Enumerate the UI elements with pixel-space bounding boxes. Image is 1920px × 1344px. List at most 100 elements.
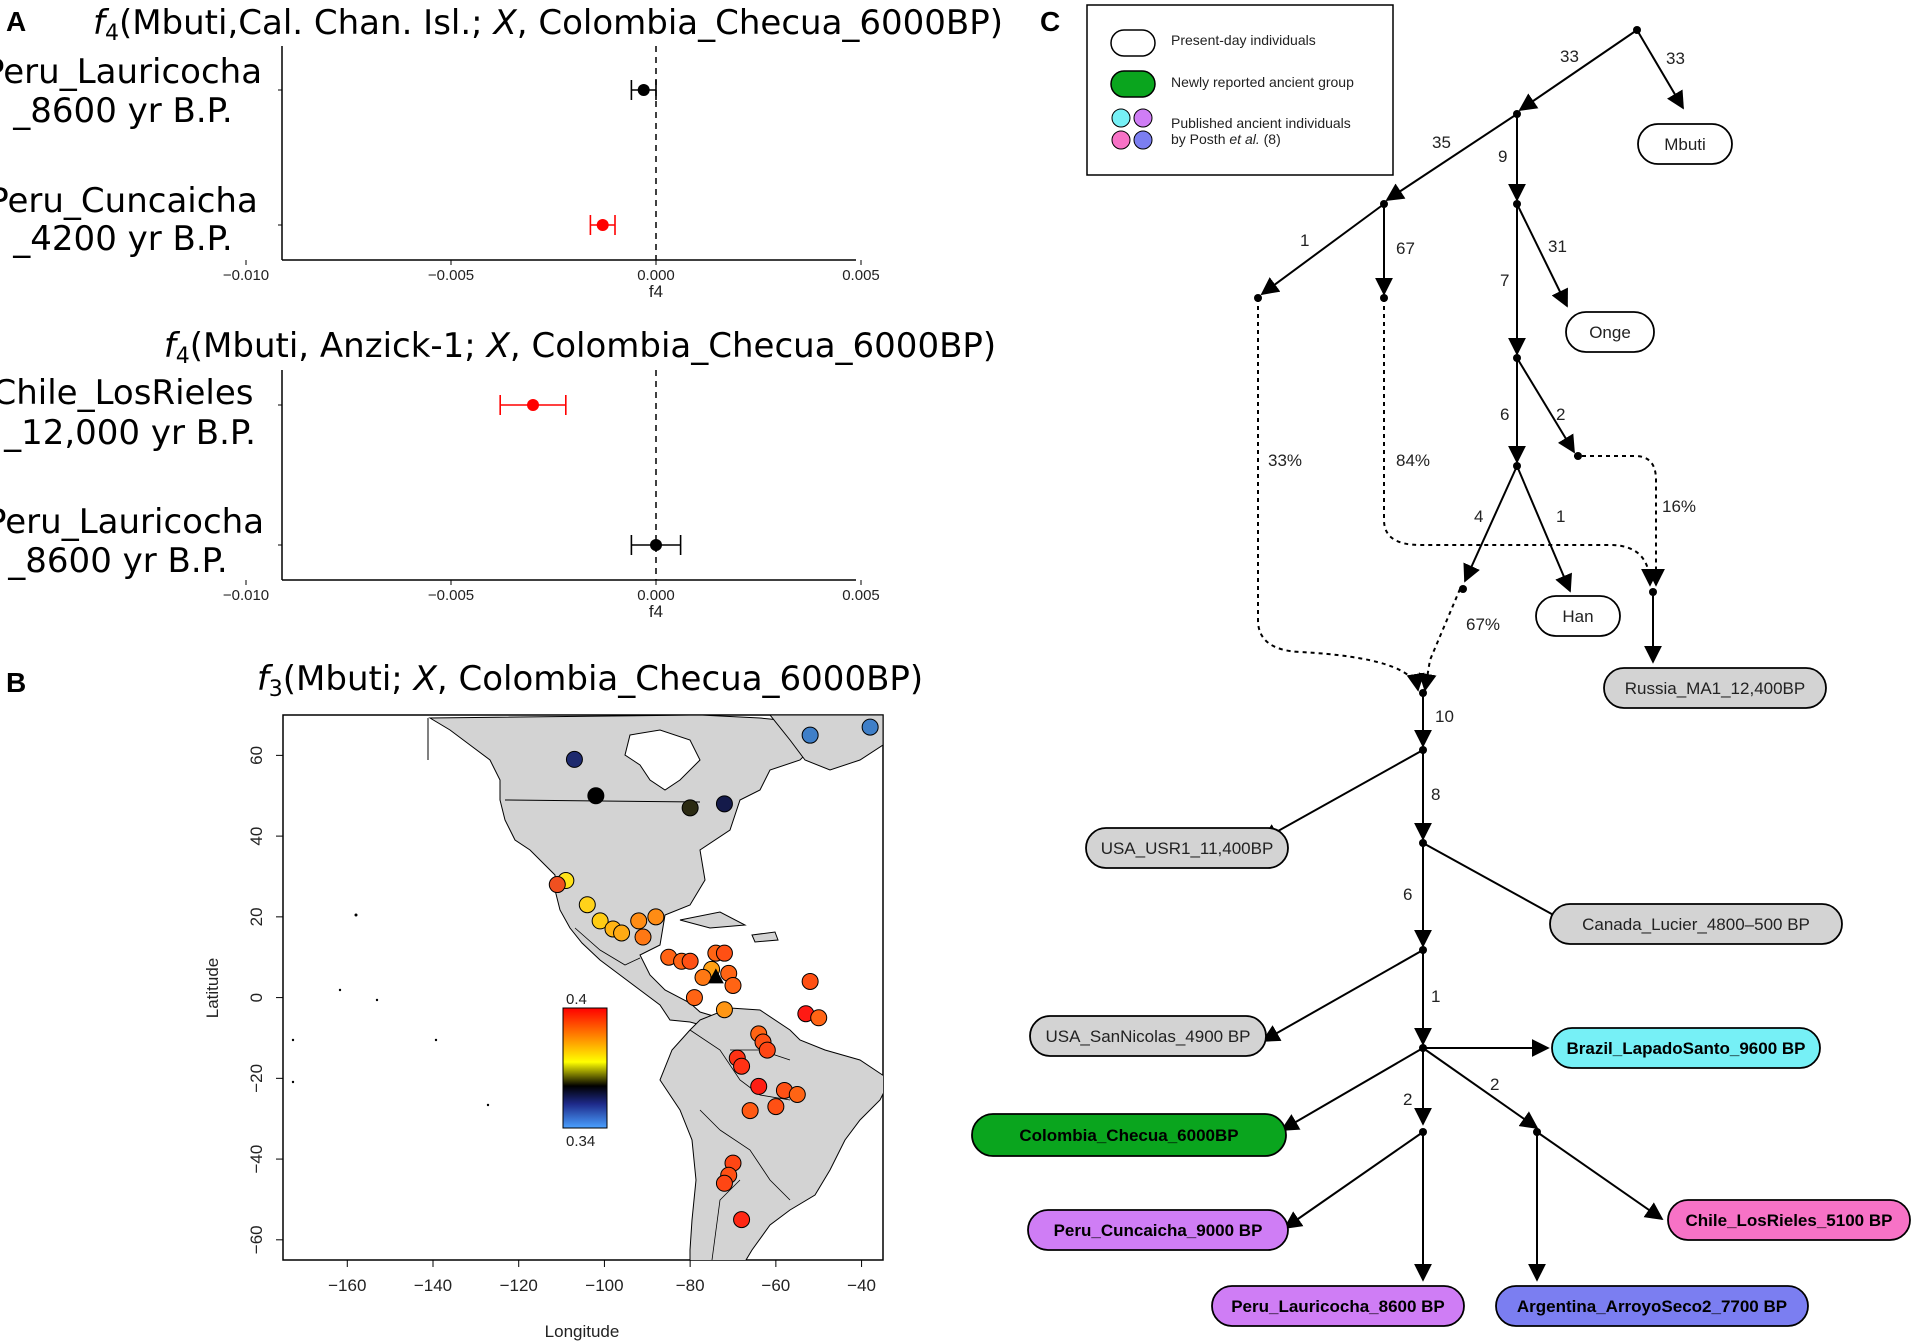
map-sample-point-41 [715,1174,733,1192]
map-sample-point-12 [630,912,648,930]
graph-node-lapado: Brazil_LapadoSanto_9600 BP [1551,1027,1821,1069]
map-sample-point-19 [715,944,733,962]
svg-text:1: 1 [1556,507,1565,526]
map-ytick-label-6: −60 [247,1225,266,1254]
map-sample-point-36 [788,1085,806,1103]
graph-node-usr1: USA_USR1_11,400BP [1085,827,1289,869]
legend-published-line1: Published ancient individuals [1171,115,1351,131]
map-sample-point-11 [613,924,631,942]
plot1-row1-label-line2: _8600 yr B.P. [12,91,232,131]
map-ytick-label-1: 40 [247,827,266,846]
plot2-xtick-label-2: 0.000 [637,587,675,604]
svg-text:67: 67 [1396,239,1415,258]
svg-text:Canada_Lucier_4800–500 BP: Canada_Lucier_4800–500 BP [1582,915,1810,934]
svg-text:4: 4 [1474,507,1483,526]
plot1-xtick-label-1: −0.005 [428,267,474,284]
svg-text:Peru_Lauricocha_8600 BP: Peru_Lauricocha_8600 BP [1231,1297,1445,1316]
map-sample-point-31 [758,1041,776,1059]
map-sample-point-42 [733,1211,751,1229]
colorbar-min: 0.34 [566,1133,595,1150]
svg-text:Mbuti: Mbuti [1664,135,1706,154]
map-sample-point-14 [634,928,652,946]
map-sample-point-37 [767,1098,785,1116]
plot2-row1-label-line1: Chile_LosRieles [0,373,254,413]
svg-text:84%: 84% [1396,451,1430,470]
plot1-row2-label-line2: _4200 yr B.P. [12,219,232,259]
map-panel: −160 −140 −120 −100 −80 −60 −40 60 40 20 0 −20 −40 −6… [203,714,884,1341]
map-sample-point-9 [591,912,609,930]
graph-node-dots [1254,26,1657,1136]
map-sample-point-13 [647,908,665,926]
legend-blue-dot [1133,130,1153,150]
plot1-xlabel: f4 [649,282,663,301]
plot1-row1-label-line1: Peru_Lauricocha [0,52,262,92]
map-ytick-label-3: 0 [247,993,266,1002]
plot1-point-0 [637,84,650,96]
map-sample-point-23 [724,976,742,994]
map-sample-point-26 [801,972,819,990]
svg-text:1: 1 [1300,231,1309,250]
panel-a-plot1: f4(Mbuti,Cal. Chan. Isl.; X, Colombia_Ch… [0,3,1003,301]
plot1-row2-label-line1: Peru_Cuncaicha [0,181,258,221]
panel-label-c: C [1040,6,1060,37]
map-sample-point-38 [741,1102,759,1120]
map-sample-point-33 [733,1057,751,1075]
plot1-xtick-label-0: −0.010 [223,267,269,284]
map-ytick-label-0: 60 [247,746,266,765]
svg-text:Argentina_ArroyoSeco2_7700 BP: Argentina_ArroyoSeco2_7700 BP [1517,1297,1787,1316]
graph-node-russia: Russia_MA1_12,400BP [1603,667,1827,709]
svg-text:USA_USR1_11,400BP: USA_USR1_11,400BP [1101,839,1274,858]
graph-node-sannicolas: USA_SanNicolas_4900 BP [1029,1015,1267,1057]
map-sample-point-8 [578,896,596,914]
svg-text:Chile_LosRieles_5100 BP: Chile_LosRieles_5100 BP [1686,1211,1893,1230]
legend-new-label: Newly reported ancient group [1171,74,1354,90]
svg-text:33: 33 [1560,47,1579,66]
panel-label-a: A [6,6,26,37]
map-ylabel: Latitude [203,958,222,1019]
plot2-row2-label-line2: _8600 yr B.P. [7,541,227,581]
svg-text:7: 7 [1500,271,1509,290]
map-title: f3(Mbuti; X, Colombia_Checua_6000BP) [257,659,923,702]
plot2-title: f4(Mbuti, Anzick-1; X, Colombia_Checua_6… [164,326,996,369]
svg-text:6: 6 [1500,405,1509,424]
graph-node-onge: Onge [1565,311,1655,353]
svg-text:16%: 16% [1662,497,1696,516]
svg-text:USA_SanNicolas_4900 BP: USA_SanNicolas_4900 BP [1045,1027,1250,1046]
svg-text:Colombia_Checua_6000BP: Colombia_Checua_6000BP [1019,1126,1238,1145]
map-ytick-label-2: 20 [247,907,266,926]
legend-cyan-dot [1111,108,1131,128]
legend-published-line2: by Posth et al. (8) [1171,131,1281,147]
plot2-xlabel: f4 [649,602,663,621]
colorbar-max: 0.4 [566,991,587,1008]
svg-text:8: 8 [1431,785,1440,804]
svg-text:Russia_MA1_12,400BP: Russia_MA1_12,400BP [1625,679,1806,698]
plot2-point-0 [527,399,539,411]
graph-node-arroyo: Argentina_ArroyoSeco2_7700 BP [1495,1285,1809,1327]
map-xtick-label-5: −60 [761,1276,790,1295]
svg-text:2: 2 [1490,1075,1499,1094]
svg-text:35: 35 [1432,133,1451,152]
svg-text:6: 6 [1403,885,1412,904]
edge-labels: 33 33 35 9 1 67 31 7 6 2 33% 84% 16% 4 1… [1268,47,1696,1109]
legend-violet-dot [1133,108,1153,128]
panel-a-plot2: f4(Mbuti, Anzick-1; X, Colombia_Checua_6… [0,326,996,621]
map-land [291,715,883,1260]
plot2-xtick-label-1: −0.005 [428,587,474,604]
svg-text:Brazil_LapadoSanto_9600 BP: Brazil_LapadoSanto_9600 BP [1566,1039,1805,1058]
admixture-graph [1257,29,1684,1282]
svg-text:33: 33 [1666,49,1685,68]
svg-text:1: 1 [1431,987,1440,1006]
map-sample-point-34 [750,1077,768,1095]
legend: Present-day individuals Newly reported a… [1086,4,1394,176]
svg-text:Peru_Cuncaicha_9000 BP: Peru_Cuncaicha_9000 BP [1054,1221,1263,1240]
map-xtick-label-0: −160 [328,1276,366,1295]
map-sample-point-2 [681,799,699,817]
graph-node-han: Han [1535,595,1621,637]
svg-text:31: 31 [1548,237,1567,256]
plot1-xtick-label-3: 0.005 [842,267,880,284]
graph-node-cuncaicha: Peru_Cuncaicha_9000 BP [1027,1209,1289,1251]
map-sample-point-7 [548,876,566,894]
graph-node-losrieles: Chile_LosRieles_5100 BP [1667,1199,1911,1241]
map-ytick-label-4: −20 [247,1064,266,1093]
legend-new-swatch [1110,70,1156,98]
